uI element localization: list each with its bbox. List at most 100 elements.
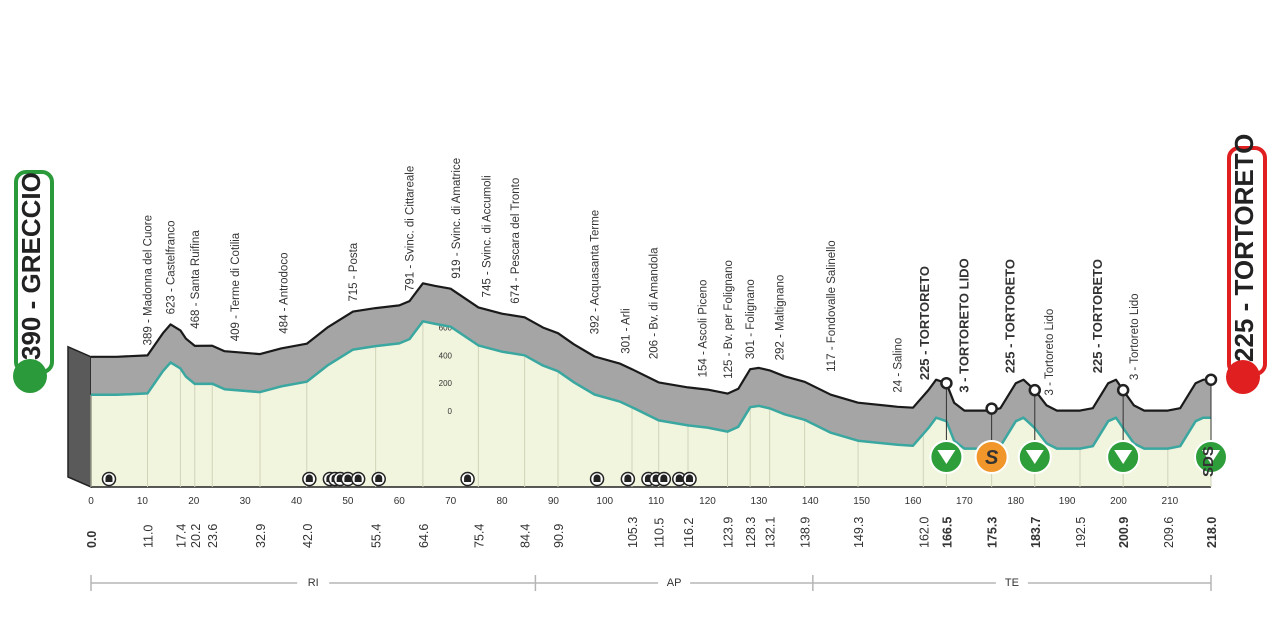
tunnel-marker (302, 471, 317, 487)
km-label: 42.0 (301, 524, 315, 548)
location-label: 225 - TORTORETO (917, 266, 932, 380)
location-label: 301 - Folignano (745, 279, 757, 359)
x-tick-label: 210 (1162, 496, 1179, 507)
km-label: 32.9 (254, 524, 268, 548)
location-label: 392 - Acquasanta Terme (589, 210, 601, 334)
x-tick-label: 40 (291, 496, 303, 507)
location-label: 117 - Fondovalle Salinello (826, 240, 838, 371)
x-tick-label: 160 (905, 496, 922, 507)
tunnel-marker (682, 471, 697, 487)
profile-fill (91, 321, 1211, 487)
tunnel-arch (375, 474, 383, 482)
profile-base (67, 321, 1211, 489)
x-tick-label: 60 (394, 496, 406, 507)
start-cyclist-icon (13, 359, 47, 393)
altitude-tick-label: 400 (439, 351, 453, 360)
x-tick-label: 50 (342, 496, 354, 507)
altitude-tick-label: 200 (439, 379, 453, 388)
km-label: 183.7 (1029, 517, 1043, 548)
location-label: 292 - Maltignano (774, 275, 786, 361)
tunnel-marker (620, 471, 636, 487)
location-label: 3 - TORTORETO LIDO (956, 258, 971, 392)
km-label: 17.4 (174, 524, 188, 548)
x-tick-label: 90 (548, 496, 560, 507)
tunnel-marker (101, 471, 117, 487)
sprint-point (1028, 383, 1042, 397)
location-label: 409 - Terme di Cotilia (230, 232, 242, 341)
location-label: 24 - Salino (893, 338, 905, 393)
x-tick-label: 200 (1110, 496, 1127, 507)
x-tick-label: 20 (188, 496, 200, 507)
km-label: 175.3 (986, 517, 1000, 548)
x-tick-label: 80 (496, 496, 508, 507)
finish-pass-icon (937, 450, 956, 464)
sprint-point (940, 376, 953, 390)
profile-outline (91, 282, 1211, 412)
location-label: 484 - Antrodoco (279, 253, 291, 334)
tunnel-arch (305, 474, 313, 482)
tunnel-arch (593, 474, 601, 482)
finish-pass-icon (1025, 450, 1044, 464)
x-tick-label: 170 (956, 496, 973, 507)
x-tick-label: 10 (137, 496, 149, 507)
location-label: 3 - Tortoreto Lido (1044, 309, 1056, 396)
tunnel-arch (660, 474, 668, 482)
tunnel-arch (464, 474, 472, 482)
km-label: 110.5 (653, 518, 667, 548)
tunnel-marker (589, 471, 605, 487)
x-tick-label: 190 (1059, 496, 1076, 507)
mountain-band (91, 283, 1211, 449)
km-label: 128.3 (744, 517, 758, 548)
finish-label: 225 - TORTORETO (1229, 133, 1259, 362)
km-label: 90.9 (552, 524, 566, 548)
tunnel-marker (460, 471, 475, 487)
km-label: 192.5 (1074, 517, 1088, 548)
km-label: 138.9 (799, 517, 813, 548)
region-label-bg (995, 574, 1028, 590)
km-label: 209.6 (1162, 517, 1176, 548)
x-tick-label: 120 (699, 496, 716, 507)
km-label: 132.1 (764, 517, 778, 548)
km-label: 20.2 (189, 524, 203, 548)
km-label: 84.4 (519, 524, 533, 548)
tunnel-arch (675, 474, 683, 482)
location-label: 919 - Svinc. di Amatrice (451, 158, 463, 279)
sprint-point (985, 402, 998, 415)
x-tick-label: 150 (853, 496, 870, 507)
km-label: 23.6 (206, 524, 220, 548)
road-line (91, 320, 1211, 450)
location-label: 389 - Madonna del Cuore (143, 215, 155, 345)
location-label: 154 - Ascoli Piceno (697, 280, 709, 378)
km-label: 11.0 (142, 525, 156, 548)
km-label: 200.9 (1117, 517, 1131, 548)
location-label: 3 - Tortoreto Lido (1129, 293, 1141, 380)
km-label: 218.0 (1205, 517, 1219, 548)
location-label: 301 - Arli (620, 308, 632, 353)
sprint-marker (929, 376, 964, 474)
tunnel-arch (344, 474, 352, 482)
x-tick-label: 100 (596, 496, 613, 507)
sprint-badge (974, 440, 1009, 474)
location-label: 206 - Bv. di Amandola (649, 247, 661, 359)
sprint-point (1204, 373, 1218, 386)
location-label: 225 - TORTORETO (1090, 259, 1105, 373)
finish-altitude: 225 (1229, 318, 1259, 362)
tunnel-markers (101, 471, 697, 487)
tunnel-arch (686, 474, 694, 482)
x-tick-label: 140 (802, 496, 819, 507)
x-tick-label: 130 (751, 496, 768, 507)
start-badge (14, 170, 54, 374)
location-label: 623 - Castelfranco (166, 220, 178, 314)
finish-badge (1227, 146, 1267, 376)
tunnel-marker (656, 471, 672, 487)
km-label: 64.6 (417, 524, 431, 548)
finish-pass-icon (1202, 450, 1220, 464)
km-label: 149.3 (852, 517, 866, 548)
profile-edge (67, 345, 92, 489)
tunnel-arch (624, 474, 632, 482)
tunnel-marker (371, 471, 386, 487)
x-tick-label: 70 (445, 496, 457, 507)
start-altitude: 390 (16, 316, 46, 360)
tunnel-arch (105, 474, 113, 482)
